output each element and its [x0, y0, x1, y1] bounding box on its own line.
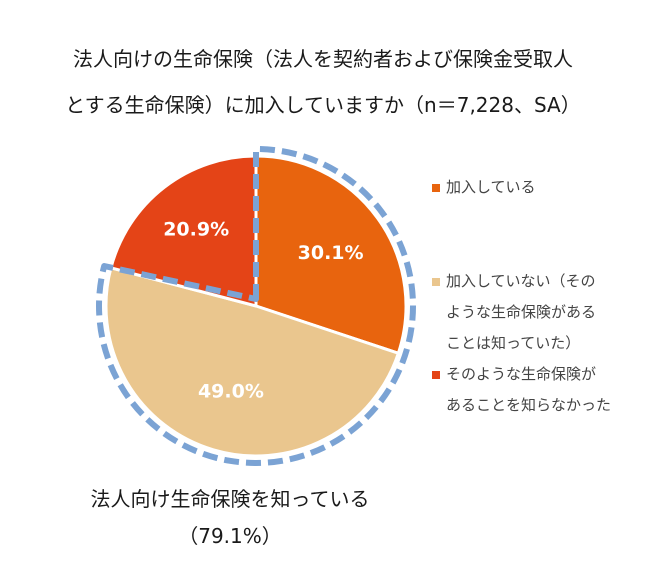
legend-item-joined-marker — [432, 184, 440, 192]
slice-label-unaware: 20.9% — [163, 218, 229, 240]
slice-unaware — [109, 154, 258, 308]
chart-title-line-1: 法人向けの生命保険（法人を契約者および保険金受取人 — [73, 47, 573, 71]
legend-item-not-joined-aware-label: 加入していない（その — [446, 272, 596, 290]
highlight-group-percent: （79.1%） — [178, 524, 282, 548]
slice-label-not-joined-aware: 49.0% — [198, 380, 264, 402]
legend-item-unaware-label: あることを知らなかった — [446, 396, 612, 414]
legend-item-unaware-label: そのような生命保険が — [446, 365, 597, 383]
slice-label-joined: 30.1% — [298, 242, 364, 264]
highlight-group-label: 法人向け生命保険を知っている — [90, 487, 370, 511]
slice-not-joined-aware — [104, 266, 400, 458]
legend-item-not-joined-aware-marker — [432, 278, 440, 286]
legend-item-not-joined-aware-label: ような生命保険がある — [446, 303, 597, 321]
legend-item-not-joined-aware-label: ことは知っていた） — [446, 334, 581, 352]
chart-title-line-2: とする生命保険）に加入していますか（n＝7,228、SA） — [65, 93, 581, 117]
slice-joined — [254, 154, 408, 355]
highlight-group-outline — [96, 146, 416, 466]
legend-item-unaware-marker — [432, 371, 440, 379]
legend-item-joined-label: 加入している — [446, 178, 536, 196]
